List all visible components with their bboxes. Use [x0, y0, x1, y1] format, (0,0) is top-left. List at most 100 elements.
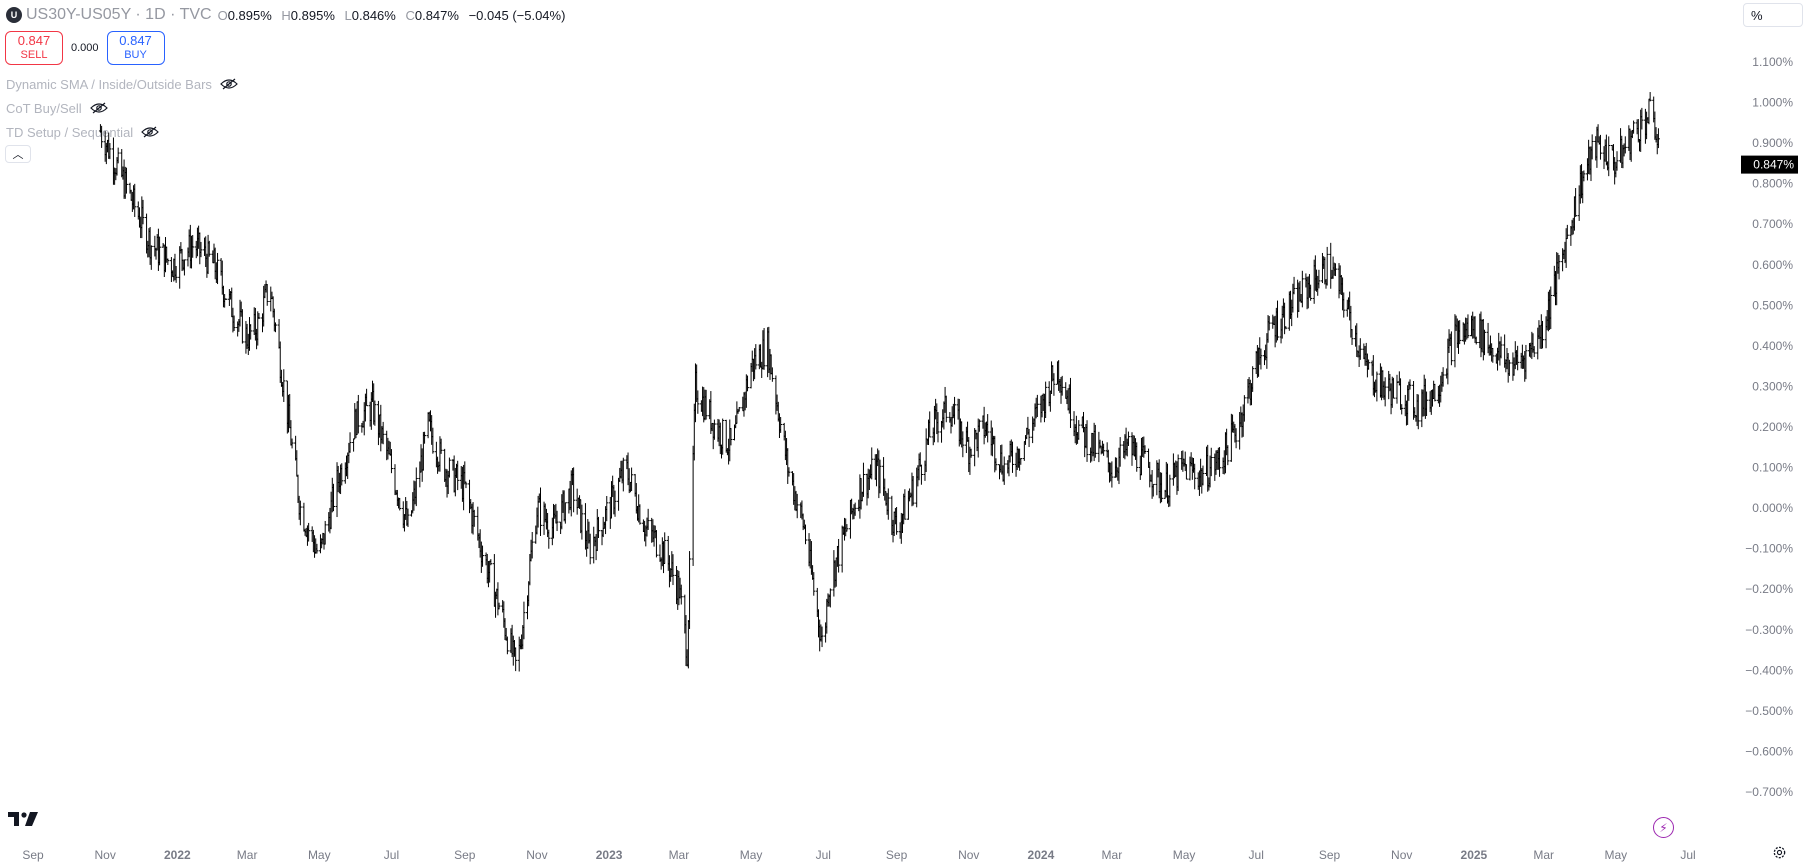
ohlc-bar	[1499, 336, 1503, 359]
ohlc-bar	[845, 524, 849, 532]
ohlc-bar	[1259, 348, 1263, 370]
x-tick-label: Jul	[816, 848, 831, 862]
ohlc-bar	[1201, 465, 1205, 486]
x-tick-label: Sep	[886, 848, 908, 862]
ohlc-bar	[617, 477, 621, 511]
price-bars	[98, 92, 1660, 672]
x-tick-label: Jul	[1680, 848, 1695, 862]
ohlc-bar	[489, 559, 493, 566]
ohlc-bar	[1598, 134, 1602, 160]
last-price-text: 0.847%	[1753, 158, 1794, 172]
ohlc-bar	[530, 532, 534, 559]
ohlc-bar	[1035, 394, 1039, 417]
study-item[interactable]: CoT Buy/Sell	[6, 96, 238, 120]
ohlc-bar	[282, 369, 286, 402]
ohlc-bar	[770, 367, 774, 382]
buy-button[interactable]: 0.847 BUY	[106, 31, 165, 65]
ohlc-bar	[754, 344, 758, 370]
ohlc-bar	[1449, 331, 1453, 366]
ohlc-bar	[1416, 394, 1420, 430]
ohlc-bar	[1193, 463, 1197, 490]
lightning-icon[interactable]: ⚡	[1653, 817, 1674, 838]
y-tick-label: 0.600%	[1752, 258, 1793, 272]
symbol-badge-icon[interactable]: U	[6, 7, 22, 23]
scale-mode-button[interactable]: %	[1743, 3, 1803, 27]
low-label: L	[344, 7, 352, 23]
ohlc-bar	[986, 414, 990, 443]
ohlc-bar	[1640, 107, 1644, 130]
y-tick-label: −0.400%	[1745, 663, 1793, 677]
ohlc-bar	[182, 259, 186, 276]
gear-icon[interactable]	[1772, 845, 1787, 860]
ohlc-bar	[1433, 383, 1437, 402]
y-tick-label: 0.500%	[1752, 298, 1793, 312]
ohlc-bar	[1342, 292, 1346, 318]
ohlc-bar	[1383, 377, 1387, 407]
ohlc-bar	[1093, 424, 1097, 458]
tradingview-logo-icon[interactable]	[8, 810, 40, 828]
ohlc-bar	[431, 427, 435, 454]
y-tick-label: 0.100%	[1752, 461, 1793, 475]
x-tick-label: 2025	[1461, 848, 1488, 862]
study-item[interactable]: Dynamic SMA / Inside/Outside Bars	[6, 72, 238, 96]
ohlc-bar	[1474, 336, 1478, 345]
ohlc-bar	[1218, 447, 1222, 477]
ohlc-bar	[1209, 447, 1213, 477]
ohlc-bar	[232, 315, 236, 331]
x-tick-label: Mar	[1102, 848, 1123, 862]
ohlc-bar	[224, 298, 228, 300]
y-tick-label: 0.400%	[1752, 339, 1793, 353]
ohlc-bar	[100, 125, 104, 148]
ohlc-bar	[762, 328, 766, 370]
ohlc-bar	[472, 509, 476, 527]
ohlc-bar	[497, 602, 501, 610]
x-tick-label: Nov	[94, 848, 115, 862]
ohlc-bar	[895, 506, 899, 535]
x-tick-label: Mar	[1533, 848, 1554, 862]
ohlc-bar	[307, 522, 311, 542]
collapse-legend-button[interactable]: ︿	[5, 145, 31, 163]
ohlc-bar	[124, 167, 128, 194]
x-tick-label: Nov	[958, 848, 979, 862]
ohlc-bar	[936, 412, 940, 443]
ohlc-bar	[1102, 443, 1106, 456]
price-axis: 1.100% 1.000% 0.900% 0.800% 0.700% 0.600% 0.50…	[1745, 55, 1793, 799]
ohlc-bar	[729, 428, 733, 446]
x-tick-label: Nov	[526, 848, 547, 862]
ohlc-bar	[1068, 377, 1072, 429]
ohlc-bar	[596, 516, 600, 538]
ohlc-bar	[679, 584, 683, 605]
ohlc-bar	[861, 462, 865, 497]
symbol-title[interactable]: US30Y-US05Y · 1D · TVC	[26, 6, 212, 23]
ohlc-bar	[1027, 428, 1031, 448]
ohlc-bar	[356, 394, 360, 434]
ohlc-bar	[969, 448, 973, 458]
ohlc-bar	[820, 626, 824, 648]
y-tick-label: −0.200%	[1745, 582, 1793, 596]
ohlc-bar	[207, 240, 211, 257]
ohlc-bar	[1400, 404, 1404, 415]
eye-off-icon[interactable]	[220, 78, 238, 90]
eye-off-icon[interactable]	[89, 102, 108, 114]
ohlc-bar	[1524, 344, 1528, 380]
time-axis: Sep Nov 2022 Mar May Jul Sep Nov 2023 Mar May Jul Se…	[22, 848, 1695, 862]
ohlc-bar	[1052, 373, 1056, 396]
x-tick-label: 2023	[596, 848, 623, 862]
ohlc-bar	[481, 545, 485, 567]
ohlc-bar	[323, 520, 327, 545]
eye-off-icon[interactable]	[141, 126, 160, 138]
ohlc-bar	[547, 529, 551, 549]
ohlc-bar	[1283, 302, 1287, 335]
ohlc-bar	[688, 551, 692, 629]
sell-button[interactable]: 0.847 SELL	[5, 31, 63, 65]
ohlc-bar	[1557, 254, 1561, 280]
ohlc-bar	[630, 467, 634, 492]
ohlc-bar	[696, 390, 700, 414]
chevron-up-icon: ︿	[12, 149, 24, 161]
ohlc-bar	[331, 483, 335, 512]
ohlc-bar	[352, 438, 356, 452]
ohlc-bar	[249, 324, 253, 340]
ohlc-bar	[1077, 420, 1081, 440]
ohlc-bar	[1656, 128, 1660, 149]
